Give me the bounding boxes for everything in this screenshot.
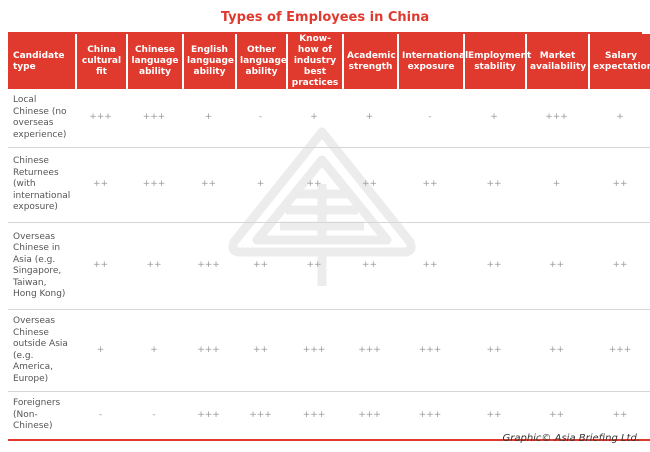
table-cell: +++ [286, 310, 342, 392]
table-cell: +++ [525, 89, 588, 148]
table-cell: + [182, 89, 235, 148]
table-cell: +++ [397, 310, 463, 392]
table-row: Chinese Returnees (with international ex… [8, 148, 650, 223]
table-cell: ++ [286, 223, 342, 310]
table-cell: + [525, 148, 588, 223]
table-cell: ++ [397, 223, 463, 310]
table-cell: ++ [182, 148, 235, 223]
employee-types-table: Candidate type China cultural fit Chines… [8, 34, 650, 441]
column-header: Salary expectations [588, 34, 650, 89]
column-header: Employment stability [463, 34, 531, 89]
table-cell: ++ [588, 148, 650, 223]
table-cell: +++ [182, 310, 235, 392]
column-header: Chinese language ability [126, 34, 182, 89]
table-cell: ++ [397, 148, 463, 223]
table-cell: ++ [588, 223, 650, 310]
asia-briefing-logo-icon [228, 127, 416, 286]
table-cell: +++ [342, 310, 397, 392]
column-header: Academic strength [342, 34, 397, 89]
table-cell: +++ [126, 148, 182, 223]
table-cell: +++ [588, 310, 650, 392]
table-cell: ++ [525, 392, 588, 441]
table-cell: ++ [75, 223, 126, 310]
table-cell: ++ [463, 310, 525, 392]
row-label: Chinese Returnees (with international ex… [8, 148, 75, 223]
table-cell: + [342, 89, 397, 148]
table-cell: +++ [235, 392, 286, 441]
table-cell: + [235, 148, 286, 223]
header-row: Candidate type China cultural fit Chines… [8, 34, 650, 89]
table-cell: + [463, 89, 525, 148]
table-row: Overseas Chinese outside Asia (e.g. Amer… [8, 310, 650, 392]
table-cell: - [397, 89, 463, 148]
row-label: Overseas Chinese in Asia (e.g. Singapore… [8, 223, 75, 310]
table-cell: + [126, 310, 182, 392]
table-cell: ++ [126, 223, 182, 310]
table-cell: ++ [286, 148, 342, 223]
column-header: Other language ability [235, 34, 287, 89]
table-row: Local Chinese (no overseas experience) +… [8, 89, 650, 148]
table-cell: + [588, 89, 650, 148]
table-cell: +++ [182, 223, 235, 310]
column-header: China cultural fit [75, 34, 126, 89]
column-header: Know-how of industry best practices [286, 34, 342, 89]
table-cell: + [286, 89, 342, 148]
table-cell: ++ [463, 148, 525, 223]
table-cell: + [75, 310, 126, 392]
table-row: Foreigners (Non-Chinese) - - +++ +++ +++… [8, 392, 650, 441]
page-title: Types of Employees in China [220, 10, 430, 25]
table-cell: ++ [525, 223, 588, 310]
title-bar: Types of Employees in China [8, 6, 642, 34]
table-cell: +++ [182, 392, 235, 441]
table-cell: ++ [588, 392, 650, 441]
table-cell: +++ [75, 89, 126, 148]
column-header: English language ability [182, 34, 235, 89]
table-row: Overseas Chinese in Asia (e.g. Singapore… [8, 223, 650, 310]
row-label: Local Chinese (no overseas experience) [8, 89, 75, 148]
column-header: International exposure [397, 34, 468, 89]
graphic-credit: Graphic© Asia Briefing Ltd. [502, 433, 640, 444]
table-cell: - [235, 89, 286, 148]
column-header: Candidate type [8, 34, 75, 89]
column-header: Market availability [525, 34, 588, 89]
table-cell: ++ [235, 223, 286, 310]
table-cell: ++ [463, 223, 525, 310]
table-cell: ++ [342, 223, 397, 310]
table-cell: +++ [126, 89, 182, 148]
table-cell: ++ [342, 148, 397, 223]
table-cell: - [75, 392, 126, 441]
table-cell: ++ [525, 310, 588, 392]
table-cell: +++ [397, 392, 463, 441]
table-cell: +++ [286, 392, 342, 441]
table-cell: ++ [235, 310, 286, 392]
table-cell: ++ [463, 392, 525, 441]
table-cell: ++ [75, 148, 126, 223]
row-label: Foreigners (Non-Chinese) [8, 392, 75, 441]
table-cell: +++ [342, 392, 397, 441]
table-cell: - [126, 392, 182, 441]
row-label: Overseas Chinese outside Asia (e.g. Amer… [8, 310, 75, 392]
